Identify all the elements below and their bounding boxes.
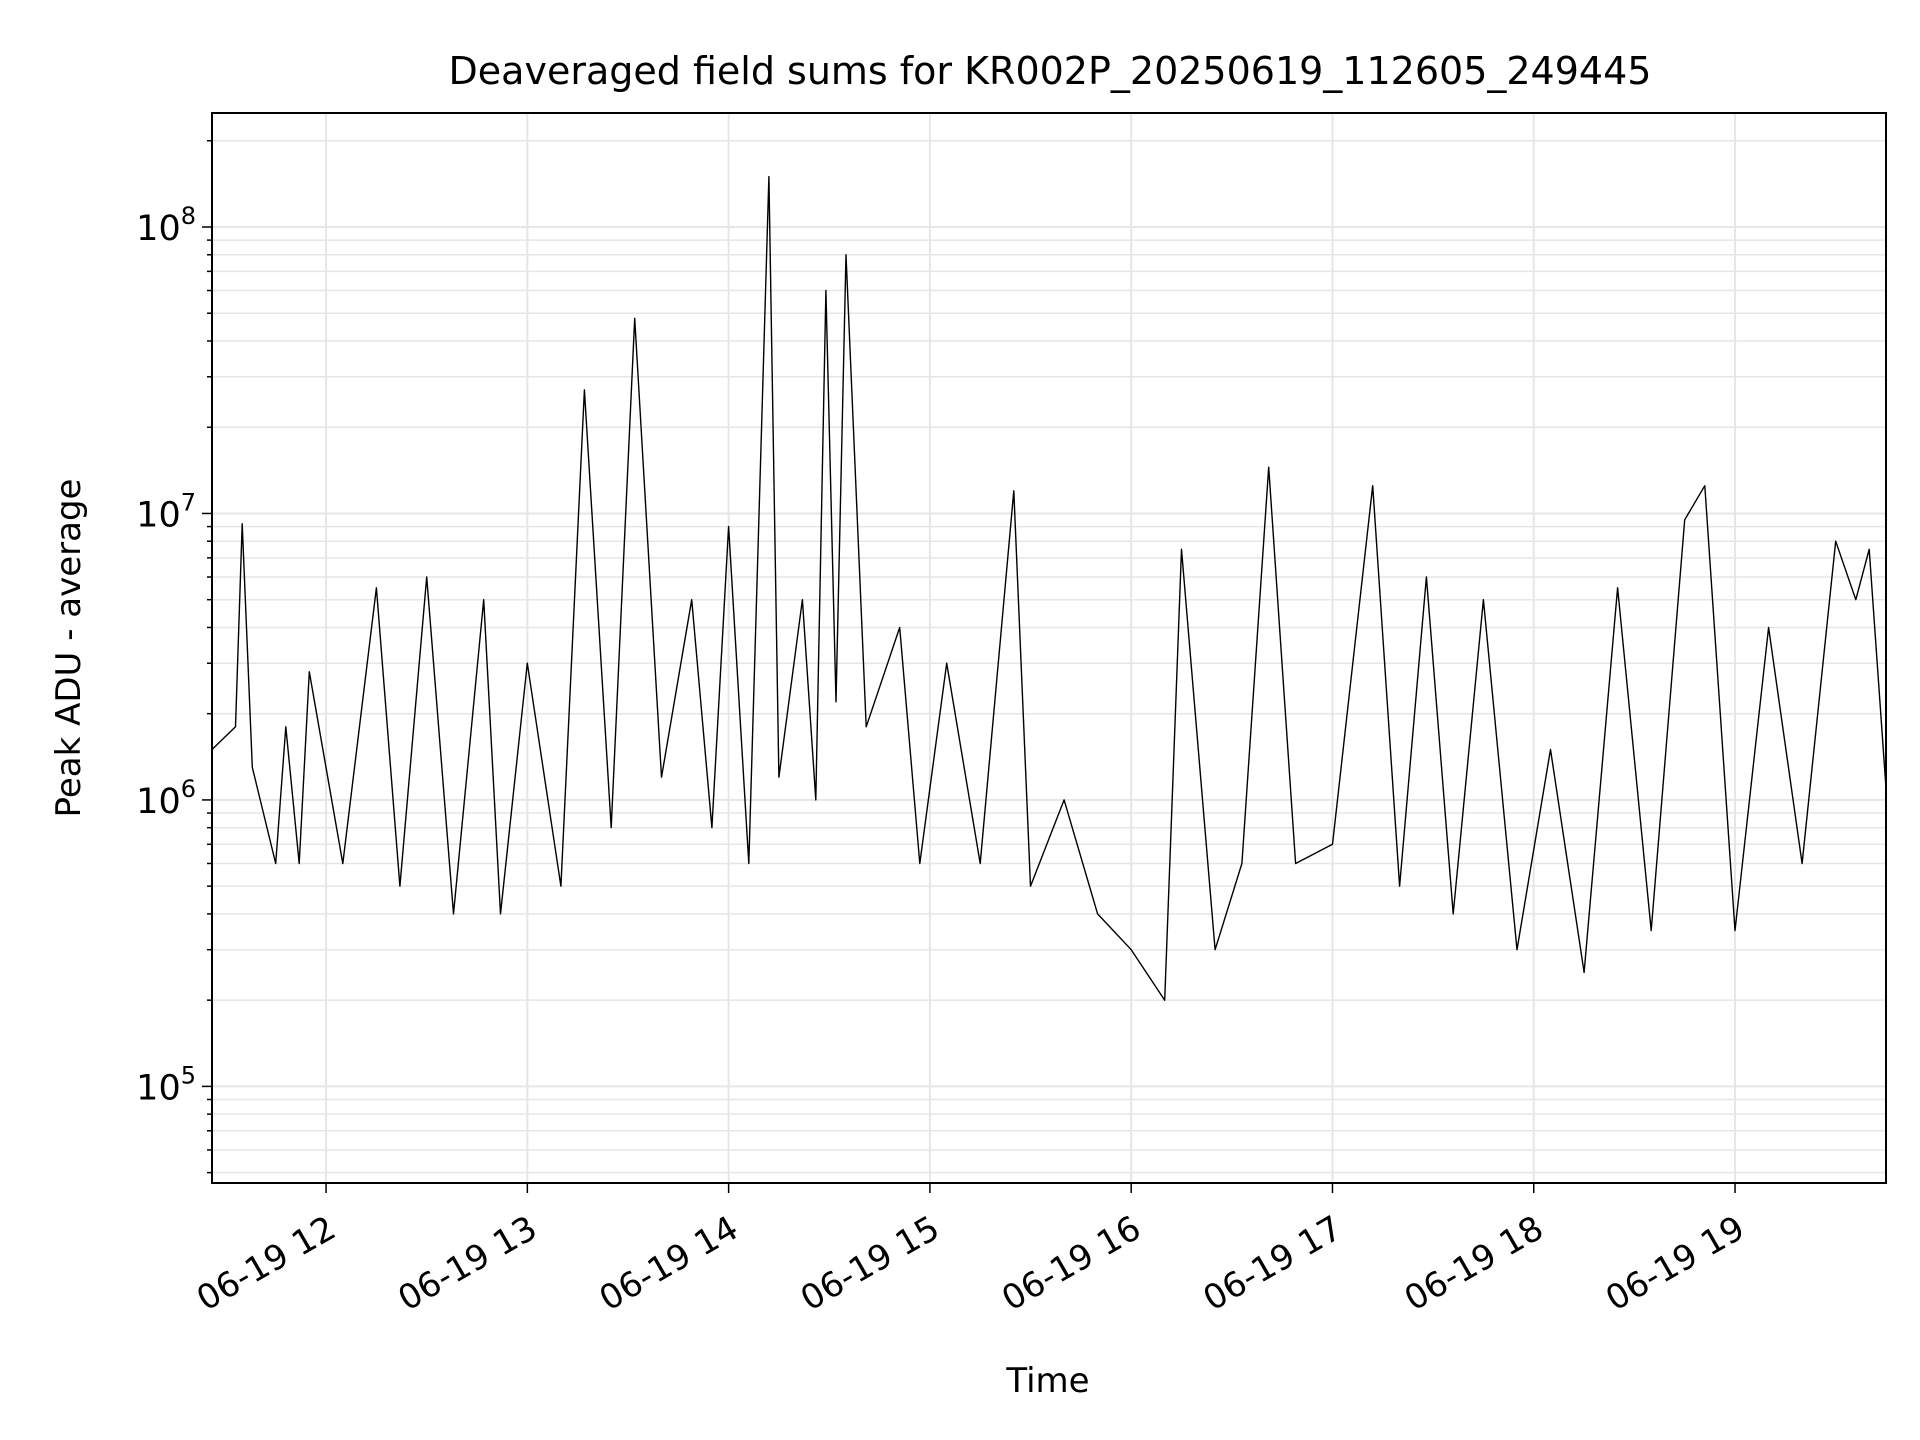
x-tick-label: 06-19 15 <box>794 1208 946 1319</box>
x-axis-ticks: 06-19 12 06-19 13 06-19 14 06-19 15 06-19 16… <box>190 1183 1752 1319</box>
x-tick-label: 06-19 18 <box>1398 1208 1550 1319</box>
series-line <box>211 175 1887 1001</box>
y-axis-ticks: 105 106 107 108 <box>136 140 212 1174</box>
x-tick-label: 06-19 17 <box>1197 1208 1349 1319</box>
y-tick-label: 107 <box>136 488 196 535</box>
x-tick-label: 06-19 16 <box>995 1208 1147 1319</box>
x-tick-label: 06-19 19 <box>1599 1208 1751 1319</box>
x-tick-label: 06-19 13 <box>391 1208 543 1319</box>
plot-frame <box>211 112 1887 1184</box>
y-tick-label: 108 <box>136 202 196 249</box>
series-layer <box>211 175 1887 1001</box>
x-tick-label: 06-19 12 <box>190 1208 342 1319</box>
chart-title: Deaveraged field sums for KR002P_2025061… <box>449 49 1652 93</box>
y-axis-label: Peak ADU - average <box>49 479 89 818</box>
x-axis-label: Time <box>1005 1361 1089 1401</box>
grid-lines <box>212 113 1886 1183</box>
x-tick-label: 06-19 14 <box>593 1208 745 1319</box>
y-tick-label: 105 <box>136 1061 196 1108</box>
y-tick-label: 106 <box>136 775 196 822</box>
